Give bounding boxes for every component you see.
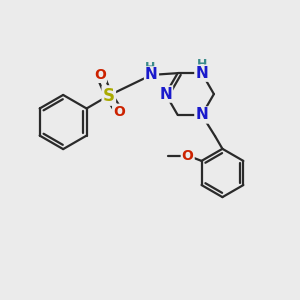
Text: O: O (182, 148, 194, 163)
Text: N: N (159, 87, 172, 102)
Text: N: N (145, 68, 158, 82)
Text: H: H (145, 61, 155, 74)
Text: H: H (196, 58, 207, 71)
Text: S: S (103, 86, 115, 104)
Text: O: O (113, 105, 125, 119)
Text: O: O (94, 68, 106, 82)
Text: N: N (195, 107, 208, 122)
Text: N: N (195, 66, 208, 81)
